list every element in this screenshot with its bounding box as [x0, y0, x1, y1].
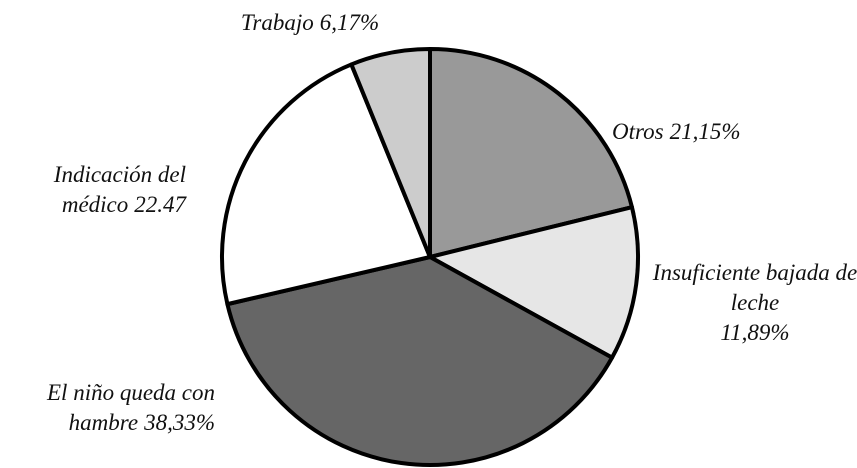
pie-slice — [428, 47, 634, 259]
pie-slice — [220, 62, 432, 307]
value-label: 11,89% — [720, 320, 790, 345]
value-label: 6,17% — [319, 10, 380, 35]
value-label: 22.47 — [134, 192, 186, 217]
category-name: Insuficiente bajada de leche — [652, 260, 857, 315]
category-name: Trabajo — [240, 10, 314, 35]
slice-label: El niño queda con hambre 38,33% — [0, 378, 215, 438]
slice-label: Trabajo 6,17% — [190, 8, 430, 38]
pie-slice — [225, 255, 615, 467]
pie-slice — [428, 205, 640, 360]
slice-label: Otros 21,15% — [612, 117, 852, 147]
value-label: 21,15% — [669, 119, 741, 144]
slice-label: Insuficiente bajada de leche 11,89% — [650, 258, 857, 348]
category-name: Otros — [612, 119, 664, 144]
category-name: Indicación del médico — [53, 162, 186, 217]
category-name: El niño queda con hambre — [47, 380, 215, 435]
value-label: 38,33% — [144, 410, 215, 435]
slice-label: Indicación del médico 22.47 — [0, 160, 186, 220]
pie-slice — [349, 47, 432, 259]
